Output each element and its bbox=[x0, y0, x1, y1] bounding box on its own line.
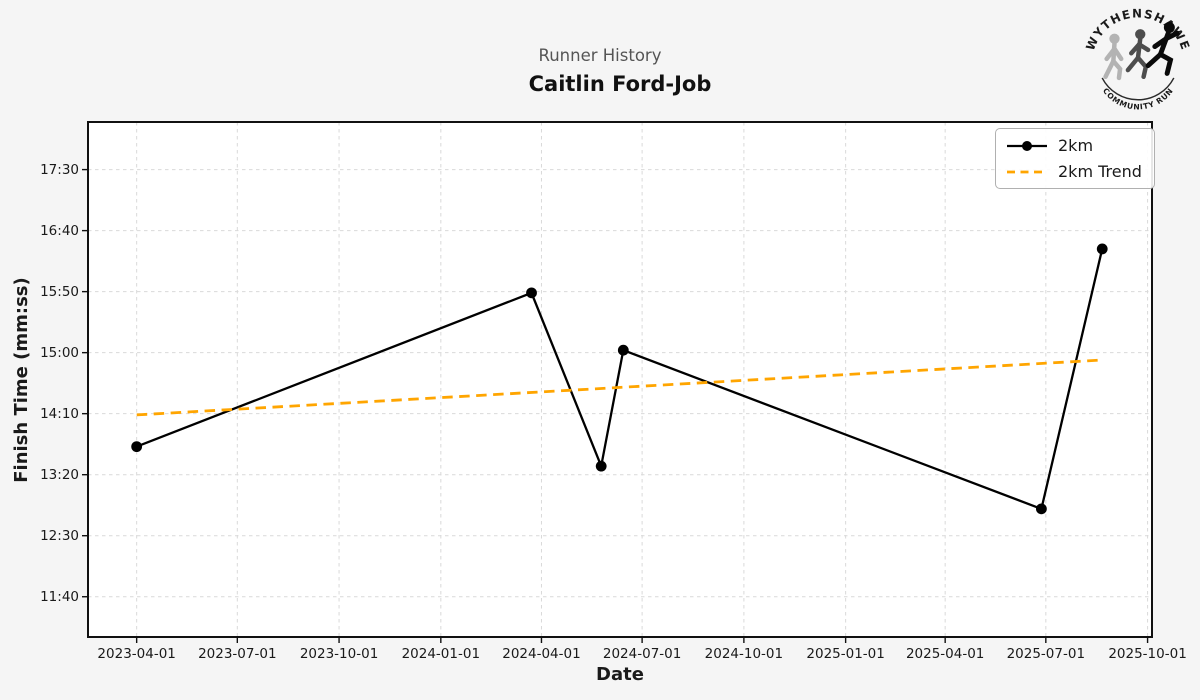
data-point-2km bbox=[617, 344, 629, 356]
x-tick-label: 2024-07-01 bbox=[603, 646, 681, 662]
x-tick-label: 2025-10-01 bbox=[1108, 646, 1186, 662]
data-point-2km bbox=[595, 460, 607, 472]
chart-subtitle: Runner History bbox=[538, 46, 662, 65]
legend-item-2km-trend: 2km Trend bbox=[1005, 162, 1142, 181]
y-tick-label: 15:00 bbox=[40, 345, 79, 361]
x-axis-label: Date bbox=[596, 664, 644, 685]
y-tick-label: 13:20 bbox=[40, 467, 79, 483]
plot-area bbox=[88, 122, 1152, 637]
data-point-2km bbox=[1035, 503, 1047, 515]
chart-title: Caitlin Ford-Job bbox=[528, 72, 712, 96]
y-tick-label: 17:30 bbox=[40, 162, 79, 178]
data-point-2km bbox=[131, 441, 143, 453]
logo-circle-arc bbox=[1101, 77, 1175, 101]
runner-icon-jogger bbox=[1125, 29, 1151, 80]
y-tick-label: 11:40 bbox=[40, 589, 79, 605]
x-tick-label: 2023-04-01 bbox=[97, 646, 175, 662]
data-point-2km bbox=[526, 287, 537, 299]
x-tick-label: 2025-01-01 bbox=[806, 646, 884, 662]
series-line-2km-trend bbox=[136, 358, 1103, 417]
y-tick-label: 15:50 bbox=[40, 284, 79, 300]
x-tick-label: 2024-01-01 bbox=[402, 646, 480, 662]
legend-label: 2km bbox=[1058, 136, 1094, 155]
x-tick-label: 2023-07-01 bbox=[198, 646, 276, 662]
y-tick-label: 16:40 bbox=[40, 223, 79, 239]
x-tick-label: 2024-10-01 bbox=[705, 646, 783, 662]
x-tick-label: 2023-10-01 bbox=[300, 646, 378, 662]
plot-border bbox=[87, 121, 1153, 638]
runner-icon-walker bbox=[1103, 33, 1124, 81]
legend-sample-2km-trend bbox=[1007, 170, 1047, 173]
legend-sample-2km bbox=[1007, 140, 1047, 151]
legend-label: 2km Trend bbox=[1058, 162, 1142, 181]
x-tick-label: 2024-04-01 bbox=[502, 646, 580, 662]
y-tick-label: 14:10 bbox=[40, 406, 79, 422]
runner-icon-sprinter bbox=[1145, 22, 1180, 76]
data-point-2km bbox=[1096, 243, 1108, 255]
y-tick-label: 12:30 bbox=[40, 528, 79, 544]
x-tick-label: 2025-07-01 bbox=[1007, 646, 1085, 662]
legend: 2km 2km Trend bbox=[995, 128, 1155, 189]
x-tick-label: 2025-04-01 bbox=[906, 646, 984, 662]
series-line-2km bbox=[136, 248, 1104, 511]
club-logo: WYTHENSHAWE COMMUNITY RUN bbox=[1083, 6, 1191, 111]
legend-item-2km: 2km bbox=[1005, 136, 1142, 155]
